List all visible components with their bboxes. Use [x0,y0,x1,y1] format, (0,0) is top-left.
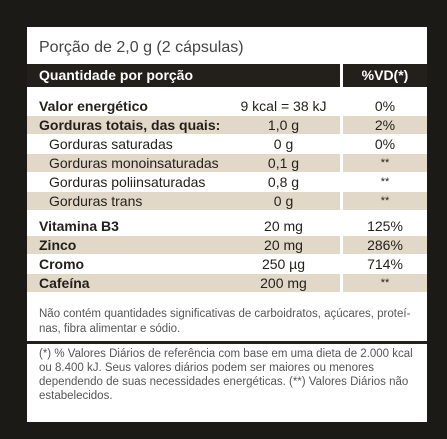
nutrient-vd: 714% [367,256,403,272]
header-divider [340,64,343,87]
table-row: Vitamina B3 20 mg 125% [27,217,427,236]
nutrient-name: Gorduras saturadas [49,136,173,152]
nutrient-vd: ** [380,195,390,207]
table-row: Gorduras monoinsaturadas 0,1 g ** [27,154,427,173]
nutrient-name: Gorduras monoinsaturadas [49,155,219,171]
divider [27,341,427,344]
table-row: Gorduras saturadas 0 g 0% [27,135,427,154]
nutrient-vd: ** [380,157,390,169]
nutrition-facts-panel: Porção de 2,0 g (2 cápsulas) Quantidade … [27,27,427,422]
nutrient-vd: ** [380,176,390,188]
nutrient-quantity: 0 g [273,193,294,209]
footnote: (*) % Valores Diários de referência com … [39,348,413,402]
nutrient-name: Cafeína [39,275,90,291]
nutrient-quantity: 20 mg [264,237,303,253]
header-vd-label: %VD(*) [361,67,409,83]
nutrient-name: Vitamina B3 [39,218,119,234]
nutrient-name: Gorduras totais, das quais: [39,117,221,133]
header-quantity-label: Quantidade por porção [39,67,194,83]
nutrient-name: Valor energético [39,98,148,114]
nutrient-quantity: 250 µg [261,256,306,272]
nutrient-name: Gorduras poliinsaturadas [49,174,206,190]
table-row: Cromo 250 µg 714% [27,255,427,274]
nutrient-quantity: 20 mg [264,218,303,234]
nutrient-name: Gorduras trans [49,193,143,209]
nutrient-rows: Valor energético 9 kcal = 38 kJ 0% Gordu… [27,97,427,293]
table-row: Cafeína 200 mg ** [27,274,427,293]
nutrient-vd: ** [380,277,390,289]
nutrition-note: Não contém quantidades significativas de… [39,308,411,335]
nutrient-quantity: 1,0 g [267,117,300,133]
nutrient-name: Zinco [39,237,77,253]
nutrient-quantity: 200 mg [260,275,307,291]
nutrient-quantity: 0,1 g [267,155,300,171]
nutrient-vd: 286% [367,237,403,253]
nutrient-quantity: 0,8 g [267,174,300,190]
table-row: Zinco 20 mg 286% [27,236,427,255]
table-row: Gorduras totais, das quais: 1,0 g 2% [27,116,427,135]
nutrient-vd: 0% [374,136,396,152]
table-row: Gorduras trans 0 g ** [27,192,427,211]
nutrient-name: Cromo [39,256,85,272]
table-row: Valor energético 9 kcal = 38 kJ 0% [27,97,427,116]
table-header: Quantidade por porção %VD(*) [27,64,427,87]
table-row: Gorduras poliinsaturadas 0,8 g ** [27,173,427,192]
nutrient-quantity: 9 kcal = 38 kJ [240,98,327,114]
nutrient-vd: 0% [374,98,396,114]
nutrient-vd: 2% [374,117,396,133]
portion-size: Porção de 2,0 g (2 cápsulas) [39,39,244,56]
nutrient-vd: 125% [367,218,403,234]
nutrient-quantity: 0 g [273,136,294,152]
